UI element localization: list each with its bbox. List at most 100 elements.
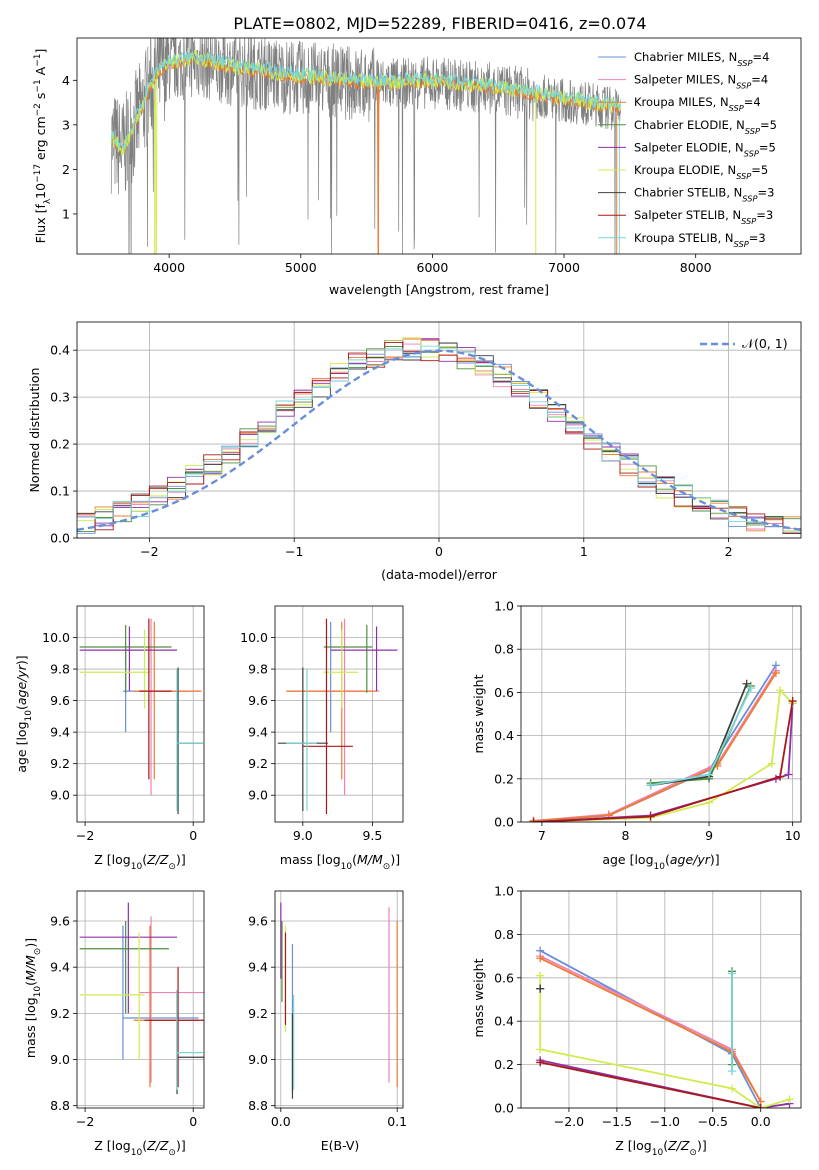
weight-marker	[785, 1095, 794, 1104]
legend-label-1: Salpeter MILES, NSSP=4	[634, 73, 768, 91]
weight-line-7	[540, 1061, 761, 1108]
y-axis-label: mass [log10(M/M⊙)]	[23, 938, 43, 1058]
axes-frame	[76, 890, 205, 1109]
y-tick-label: 9.4	[50, 725, 70, 740]
y-tick-label: 1.0	[494, 884, 514, 899]
x-tick-label: −2	[140, 544, 158, 559]
y-tick-label: 0.0	[50, 531, 70, 546]
legend-label-8: Kroupa STELIB, NSSP=3	[634, 231, 766, 249]
y-tick-label: 9.4	[248, 725, 268, 740]
weight-marker	[536, 954, 545, 963]
y-tick-label: 0.2	[494, 771, 514, 786]
y-tick-label: 9.8	[248, 662, 268, 677]
x-tick-label: 8	[622, 828, 630, 843]
x-axis-label: Z [log10(Z/Z⊙)]	[615, 1138, 706, 1158]
x-tick-label: 9	[705, 828, 713, 843]
weight-marker	[727, 1067, 736, 1076]
y-tick-label: 0.4	[494, 728, 514, 743]
x-tick-label: −2.0	[554, 1114, 584, 1129]
x-tick-label: 0.0	[271, 1114, 291, 1129]
plot-area	[79, 902, 204, 1095]
weight-marker	[756, 1104, 765, 1108]
legend-label-6: Chabrier STELIB, NSSP=3	[634, 186, 774, 204]
weight-marker	[788, 697, 797, 706]
legend-label-3: Chabrier ELODIE, NSSP=5	[634, 118, 777, 136]
y-tick-label: 3	[62, 117, 70, 132]
axes-frame	[520, 605, 802, 823]
figure-title: PLATE=0802, MJD=52289, FIBERID=0416, z=0…	[233, 14, 646, 33]
y-tick-label: 9.2	[248, 1006, 268, 1021]
x-axis-label: E(B-V)	[321, 1138, 360, 1153]
y-tick-label: 9.6	[50, 693, 70, 708]
y-tick-label: 10.0	[240, 630, 268, 645]
weight-line-2	[533, 672, 777, 822]
legend: Chabrier MILES, NSSP=4 Salpeter MILES, NS…	[598, 50, 777, 249]
x-tick-label: 9.0	[293, 828, 313, 843]
y-tick-label: 9.0	[248, 788, 268, 803]
plot-mass-vs-ebv: 0.0 0.1 8.8 9.0 9.2 9.4 9.6 E(B-V)	[248, 890, 407, 1153]
x-tick-label: −2	[76, 1114, 94, 1129]
plot-area	[277, 618, 398, 815]
weight-marker	[771, 668, 780, 677]
x-tick-label: 1	[580, 544, 588, 559]
y-tick-label: 0.0	[494, 1101, 514, 1116]
y-tick-label: 0.1	[50, 484, 70, 499]
y-tick-label: 9.0	[50, 1052, 70, 1067]
plot-area	[110, 38, 622, 254]
y-tick-label: 9.6	[248, 693, 268, 708]
y-tick-label: 1.0	[494, 599, 514, 614]
axes-frame	[274, 605, 404, 823]
y-tick-label: 9.6	[248, 914, 268, 929]
weight-line-7	[533, 700, 794, 822]
y-tick-label: 0.2	[50, 437, 70, 452]
y-tick-label: 9.8	[50, 662, 70, 677]
weight-line-2	[539, 957, 762, 1102]
model-spectrum-line	[110, 50, 622, 150]
axes-frame	[76, 37, 802, 255]
y-tick-label: 0.4	[50, 343, 70, 358]
weight-line-4	[533, 703, 794, 822]
x-tick-label: 7	[538, 828, 546, 843]
x-tick-label: 9.5	[362, 828, 382, 843]
weight-marker	[742, 679, 751, 688]
y-tick-label: 9.2	[50, 1006, 70, 1021]
x-tick-label: 4000	[153, 260, 185, 275]
y-tick-label: 0.2	[494, 1057, 514, 1072]
normal-reference-line	[77, 349, 801, 531]
plot-mass-vs-Z: −2 0 8.8 9.0 9.2 9.4 9.6 Z [log10(Z/Z⊙)] mass [l…	[23, 890, 205, 1158]
y-tick-label: 9.4	[50, 960, 70, 975]
y-tick-label: 0.3	[50, 390, 70, 405]
y-tick-label: 0.8	[494, 642, 514, 657]
y-tick-label: 8.8	[50, 1098, 70, 1113]
x-tick-label: 7000	[548, 260, 580, 275]
y-tick-label: 9.6	[50, 914, 70, 929]
y-tick-label: 0.8	[494, 927, 514, 942]
y-tick-label: 0.0	[494, 815, 514, 830]
legend-reference-label: 𝒩(0, 1)	[742, 336, 788, 351]
plot-age-vs-Z: −2 0 9.0 9.2 9.4 9.6 9.8 10.0 Z [log10(Z/Z⊙)] age…	[14, 605, 205, 872]
x-tick-label: 8000	[680, 260, 712, 275]
weight-marker	[776, 686, 785, 695]
y-tick-label: 0.6	[494, 970, 514, 985]
weight-marker	[646, 812, 655, 821]
y-tick-label: 0.4	[494, 1014, 514, 1029]
weight-line-5	[533, 688, 794, 822]
y-tick-label: 1	[62, 206, 70, 221]
weight-marker	[767, 759, 776, 768]
plot-area	[529, 661, 797, 822]
x-tick-label: 5000	[285, 260, 317, 275]
y-tick-label: 10.0	[42, 630, 70, 645]
weight-marker	[727, 1084, 736, 1093]
x-tick-label: −1	[285, 544, 303, 559]
weight-marker	[727, 969, 736, 978]
y-axis-label: mass weight	[471, 674, 486, 753]
legend-label-0: Chabrier MILES, NSSP=4	[634, 50, 769, 68]
y-tick-label: 2	[62, 162, 70, 177]
weight-line-0	[533, 664, 777, 822]
x-tick-label: −1.5	[602, 1114, 632, 1129]
weight-marker	[784, 770, 793, 779]
plot-spectrum: 4000 5000 6000 7000 8000 1 2 3 4 wavelength [Angs…	[33, 37, 802, 297]
x-tick-label: −2	[76, 828, 94, 843]
plot-weight-vs-Z: −2.0 −1.5 −1.0 −0.5 0.0 0.0 0.2 0.4 0.6 0.8 1.0 Z […	[471, 884, 802, 1158]
plot-area	[77, 337, 801, 534]
